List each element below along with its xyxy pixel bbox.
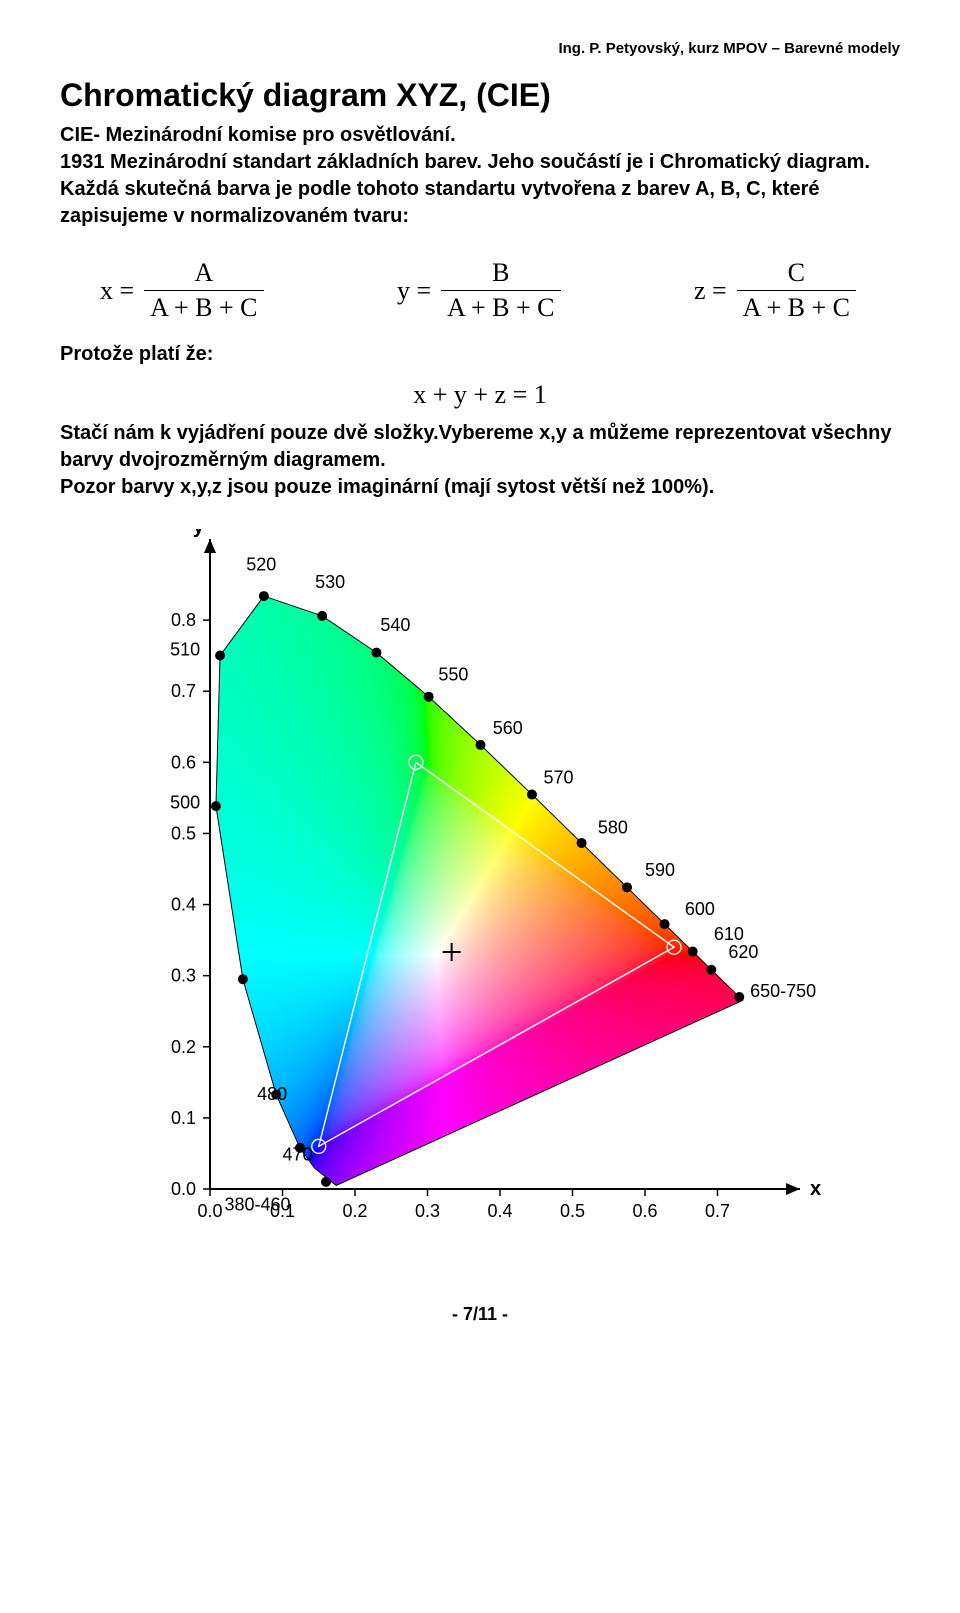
wavelength-dot	[238, 974, 248, 984]
formula-y-den: A + B + C	[441, 290, 560, 323]
y-tick-label: 0.4	[171, 895, 196, 915]
wavelength-dot	[688, 946, 698, 956]
wavelength-label: 520	[246, 554, 276, 574]
x-axis-arrow	[786, 1183, 800, 1195]
y-tick-label: 0.2	[171, 1037, 196, 1057]
formula-z-lhs: z =	[694, 276, 727, 306]
wavelength-dot	[215, 651, 225, 661]
sum-formula: x + y + z = 1	[60, 380, 900, 410]
wavelength-label: 580	[598, 817, 628, 837]
cie-chart-svg: 0.00.10.20.30.40.50.60.70.00.10.20.30.40…	[130, 529, 830, 1249]
formula-z-num: C	[782, 258, 811, 290]
protoze-text: Protože platí že:	[60, 343, 900, 366]
x-tick-label: 0.6	[632, 1201, 657, 1221]
y-tick-label: 0.1	[171, 1108, 196, 1128]
formula-z-den: A + B + C	[737, 290, 856, 323]
wavelength-dot	[577, 838, 587, 848]
wavelength-label: 470	[283, 1145, 313, 1165]
formula-z: z = C A + B + C	[694, 258, 860, 323]
formula-row: x = A A + B + C y = B A + B + C z = C A …	[60, 248, 900, 343]
wavelength-label: 480	[257, 1084, 287, 1104]
after-paragraph: Stačí nám k vyjádření pouze dvě složky.V…	[60, 420, 900, 501]
wavelength-label: 560	[493, 718, 523, 738]
wavelength-label: 650-750	[750, 981, 816, 1001]
wavelength-dot	[321, 1177, 331, 1187]
formula-y-num: B	[486, 258, 515, 290]
x-tick-label: 0.7	[705, 1201, 730, 1221]
y-tick-label: 0.8	[171, 610, 196, 630]
intro-paragraph: CIE- Mezinárodní komise pro osvětlování.…	[60, 122, 900, 230]
wavelength-dot	[706, 965, 716, 975]
x-tick-label: 0.3	[415, 1201, 440, 1221]
wavelength-label: 620	[728, 942, 758, 962]
cie-chart: 0.00.10.20.30.40.50.60.70.00.10.20.30.40…	[130, 529, 830, 1254]
wavelength-dot	[259, 591, 269, 601]
wavelength-dot	[211, 801, 221, 811]
cie-gamut-fill	[210, 549, 790, 1189]
page-number: - 7/11 -	[60, 1304, 900, 1325]
formula-x-num: A	[188, 258, 219, 290]
formula-y-lhs: y =	[397, 276, 431, 306]
wavelength-label: 570	[544, 768, 574, 788]
y-tick-label: 0.5	[171, 823, 196, 843]
wavelength-dot	[660, 919, 670, 929]
y-axis-arrow	[204, 539, 216, 553]
y-axis-label: y	[193, 529, 205, 538]
formula-x-den: A + B + C	[144, 290, 263, 323]
x-tick-label: 0.5	[560, 1201, 585, 1221]
y-tick-label: 0.6	[171, 752, 196, 772]
wavelength-dot	[475, 740, 485, 750]
header-right: Ing. P. Petyovský, kurz MPOV – Barevné m…	[60, 40, 900, 57]
x-tick-label: 0.0	[197, 1201, 222, 1221]
wavelength-label: 540	[380, 615, 410, 635]
page-title: Chromatický diagram XYZ, (CIE)	[60, 77, 900, 114]
x-tick-label: 0.2	[342, 1201, 367, 1221]
y-tick-label: 0.7	[171, 681, 196, 701]
wavelength-label: 500	[170, 793, 200, 813]
wavelength-label: 510	[170, 640, 200, 660]
wavelength-label: 380-460	[225, 1194, 291, 1214]
wavelength-label: 600	[685, 899, 715, 919]
wavelength-label: 590	[645, 860, 675, 880]
formula-y: y = B A + B + C	[397, 258, 565, 323]
wavelength-dot	[622, 882, 632, 892]
wavelength-dot	[424, 692, 434, 702]
wavelength-label: 550	[438, 665, 468, 685]
wavelength-dot	[371, 648, 381, 658]
wavelength-label: 530	[315, 572, 345, 592]
x-axis-label: x	[810, 1178, 821, 1200]
x-tick-label: 0.4	[487, 1201, 512, 1221]
y-tick-label: 0.3	[171, 966, 196, 986]
wavelength-dot	[317, 611, 327, 621]
wavelength-dot	[734, 992, 744, 1002]
wavelength-dot	[527, 790, 537, 800]
y-tick-label: 0.0	[171, 1179, 196, 1199]
formula-x: x = A A + B + C	[100, 258, 268, 323]
formula-x-lhs: x =	[100, 276, 134, 306]
